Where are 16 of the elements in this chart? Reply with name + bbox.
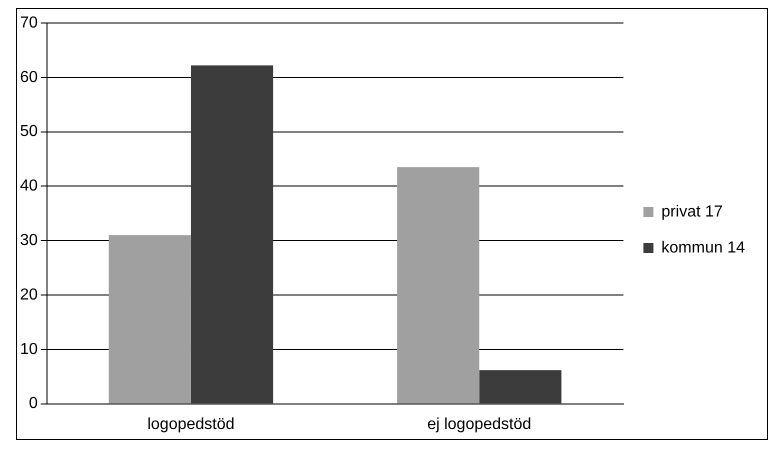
y-tick-label: 30 bbox=[20, 232, 38, 250]
legend-label: privat 17 bbox=[661, 203, 723, 220]
y-tick-label: 0 bbox=[28, 395, 38, 412]
y-tick-label: 40 bbox=[20, 178, 38, 195]
legend-label: kommun 14 bbox=[661, 239, 746, 256]
y-tick-label: 20 bbox=[20, 286, 38, 304]
bar bbox=[397, 167, 480, 404]
bar bbox=[108, 235, 191, 404]
x-tick-label: ej logopedstöd bbox=[427, 416, 532, 433]
bar bbox=[479, 370, 562, 404]
y-tick-label: 10 bbox=[20, 340, 38, 358]
y-tick-label: 70 bbox=[20, 14, 38, 32]
x-tick-label: logopedstöd bbox=[147, 416, 235, 433]
bar bbox=[190, 65, 274, 404]
y-tick-label: 60 bbox=[20, 68, 38, 86]
y-tick-label: 50 bbox=[20, 123, 38, 140]
